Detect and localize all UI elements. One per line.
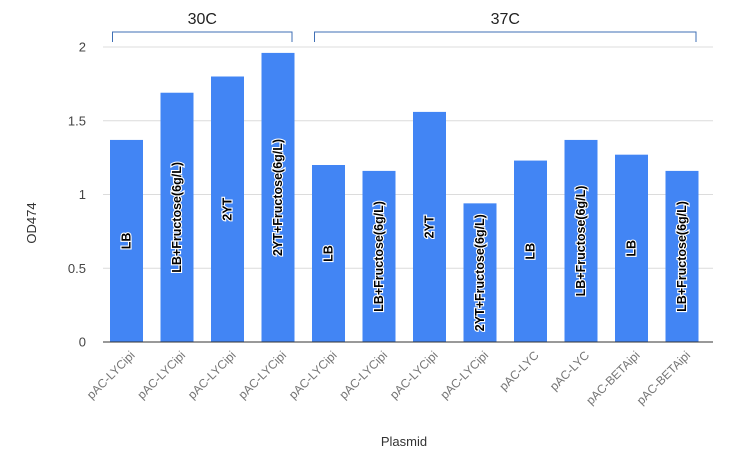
- group-brackets: 30C 37C: [112, 11, 697, 42]
- bar: [261, 52, 295, 343]
- bar-data-label: LB: [625, 240, 639, 257]
- y-tick-label: 1.5: [68, 113, 86, 128]
- y-tick-label: 0: [79, 335, 86, 350]
- x-tick-label: pAC-LYCipi: [286, 348, 340, 402]
- bar-data-label: LB+Fructose(6g/L): [675, 201, 689, 312]
- bar-data-label: 2YT: [221, 197, 235, 220]
- y-tick-label: 0.5: [68, 261, 86, 276]
- x-tick-label: pAC-LYCipi: [185, 348, 239, 402]
- bar-data-label: LB: [120, 233, 134, 250]
- bar: [362, 170, 396, 342]
- group-bracket: [112, 31, 293, 42]
- bar: [514, 160, 547, 342]
- x-tick-label: pAC-LYC: [547, 348, 592, 393]
- y-tick-label: 1: [79, 187, 86, 202]
- bar-data-label: LB+Fructose(6g/L): [574, 186, 588, 297]
- bar: [160, 92, 194, 342]
- group-label: 37C: [491, 11, 520, 28]
- y-axis-ticks: 0 0.5 1 1.5 2: [68, 40, 86, 350]
- gridlines: [103, 46, 713, 269]
- bar: [110, 139, 143, 342]
- group-bracket: [314, 31, 697, 42]
- y-tick-label: 2: [79, 40, 86, 55]
- bar: [463, 203, 497, 342]
- bar-data-label: 2YT+Fructose(6g/L): [271, 139, 285, 256]
- x-tick-label: pAC-LYCipi: [84, 348, 138, 402]
- x-tick-label: pAC-LYCipi: [337, 348, 391, 402]
- bar-data-label: LB: [322, 245, 336, 262]
- bar-labels: LB LB+Fructose(6g/L) 2YT 2YT+Fructose(6g/L)…: [118, 138, 690, 332]
- bar: [211, 76, 244, 342]
- x-tick-label: pAC-LYCipi: [135, 348, 189, 402]
- bar: [413, 111, 446, 343]
- x-tick-label: pAC-LYC: [497, 348, 542, 393]
- bar: [665, 170, 699, 342]
- bar-data-label: LB+Fructose(6g/L): [170, 162, 184, 273]
- bar-data-label: 2YT: [423, 215, 437, 238]
- x-tick-label: pAC-LYCipi: [438, 348, 492, 402]
- x-tick-label: pAC-LYCipi: [387, 348, 441, 402]
- bar: [615, 154, 648, 342]
- bar-data-label: LB: [524, 243, 538, 260]
- bars: [110, 52, 699, 343]
- bar: [312, 165, 345, 342]
- x-axis-ticks: pAC-LYCipipAC-LYCipipAC-LYCipipAC-LYCipi…: [84, 348, 693, 407]
- x-axis-title: Plasmid: [381, 434, 427, 449]
- group-label: 30C: [188, 11, 217, 28]
- bar-data-label: 2YT+Fructose(6g/L): [473, 214, 487, 331]
- bar: [564, 139, 598, 342]
- x-tick-label: pAC-BETAipi: [634, 348, 693, 407]
- bar-data-label: LB+Fructose(6g/L): [372, 201, 386, 312]
- y-axis-title: OD474: [24, 202, 39, 243]
- x-tick-label: pAC-LYCipi: [236, 348, 290, 402]
